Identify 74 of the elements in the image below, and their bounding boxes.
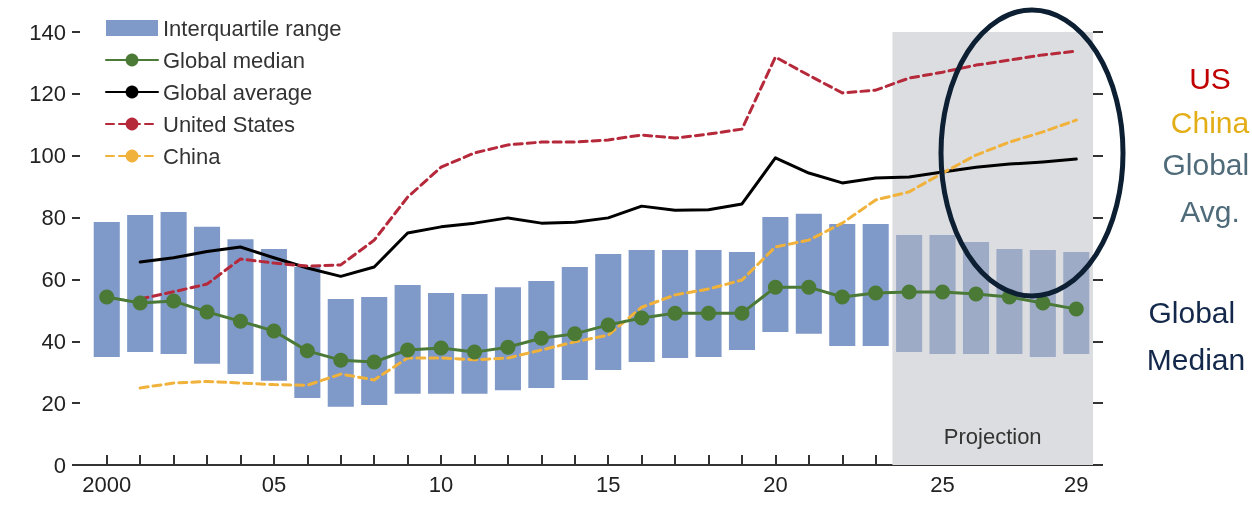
point	[567, 326, 583, 342]
point	[433, 340, 449, 356]
bar	[762, 216, 789, 333]
point	[767, 279, 783, 295]
point	[232, 313, 248, 329]
point	[99, 289, 115, 305]
x-tick-label: 15	[595, 471, 621, 497]
bar	[394, 285, 421, 394]
bar	[127, 215, 154, 353]
x-tick-label: 10	[428, 471, 454, 497]
point	[935, 284, 951, 300]
bar	[829, 224, 856, 346]
x-tick-label: 05	[261, 471, 287, 497]
point	[467, 344, 482, 360]
x-tick-label: 20	[763, 471, 788, 497]
point	[533, 330, 549, 346]
point	[600, 317, 616, 333]
point	[400, 342, 416, 358]
y-tick-label: 40	[41, 328, 66, 354]
legend-label: Interquartile range	[163, 15, 342, 41]
y-tick-label: 140	[29, 19, 66, 45]
x-tick-label: 29	[1064, 471, 1089, 497]
legend-label: Global median	[163, 47, 305, 73]
point	[667, 305, 683, 321]
legend-label: China	[163, 143, 222, 169]
bar	[662, 250, 689, 358]
bar	[561, 267, 588, 380]
y-tick-label: 120	[29, 81, 66, 107]
text: China	[1170, 105, 1250, 139]
bar	[160, 212, 187, 354]
point	[500, 339, 516, 355]
band-label: Projection	[943, 423, 1042, 449]
y-tick-label: 20	[41, 390, 66, 416]
bar	[595, 254, 622, 371]
point	[634, 310, 650, 326]
point	[901, 284, 917, 300]
y-tick-label: 80	[41, 205, 66, 231]
point	[333, 352, 349, 368]
y-tick-label: 60	[41, 266, 66, 292]
bar	[896, 234, 923, 353]
bar	[528, 280, 555, 388]
point	[266, 323, 282, 339]
point	[701, 305, 717, 321]
point	[166, 293, 182, 309]
bar	[862, 224, 889, 346]
point	[1068, 301, 1084, 317]
bar	[628, 250, 655, 363]
legend-label: Global average	[163, 79, 313, 105]
line-series	[138, 118, 1078, 390]
point	[868, 285, 884, 301]
point	[132, 295, 148, 311]
point	[801, 279, 817, 295]
point	[199, 304, 215, 320]
bar	[227, 239, 254, 375]
bar	[695, 250, 722, 358]
text: Global Avg.	[1162, 148, 1252, 228]
point	[299, 343, 315, 359]
bar	[327, 298, 354, 407]
y-tick-label: 0	[53, 452, 66, 478]
point	[968, 286, 984, 302]
bar	[294, 267, 321, 398]
point	[734, 305, 750, 321]
bar	[93, 221, 120, 358]
bar	[461, 293, 488, 394]
point	[834, 289, 850, 305]
bar	[795, 213, 822, 334]
text: US	[1189, 61, 1231, 95]
point	[366, 354, 382, 370]
x-tick-label: 25	[930, 471, 955, 497]
text: Global Median	[1146, 296, 1246, 376]
x-tick-label: 2000	[82, 471, 132, 497]
legend-label: United States	[163, 111, 296, 137]
y-tick-label: 100	[29, 143, 66, 169]
bar	[929, 234, 956, 354]
